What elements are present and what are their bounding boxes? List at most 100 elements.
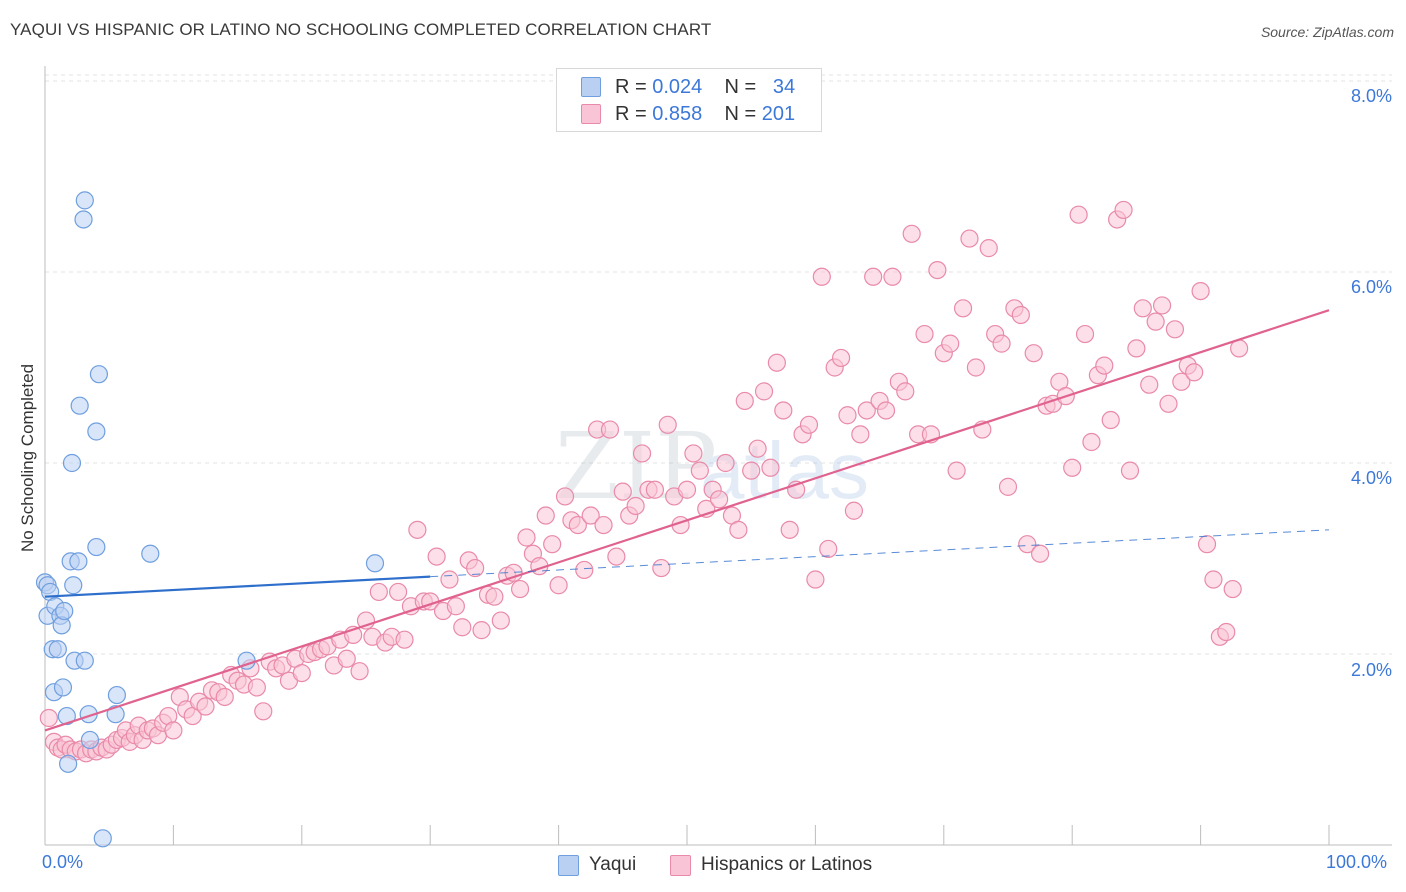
hispanic-point [735, 391, 754, 411]
yaqui-point [70, 396, 89, 415]
hispanic-point [491, 611, 510, 630]
chart-source: Source: ZipAtlas.com [1260, 24, 1394, 40]
hispanic-point [767, 353, 786, 372]
y-tick-label: 6.0% [1350, 277, 1392, 297]
hispanic-point [581, 506, 600, 525]
yaqui-point [75, 191, 94, 210]
hispanic-point [690, 461, 709, 480]
hispanic-legend-swatch [670, 854, 691, 876]
hispanic-point [998, 477, 1018, 496]
yaqui-point [57, 706, 76, 726]
hispanic-point [806, 570, 825, 589]
yaqui-point [48, 640, 67, 659]
yaqui-point [107, 685, 127, 705]
yaqui-point [75, 651, 94, 670]
hispanic-point [947, 461, 966, 480]
hispanic-point [851, 425, 870, 444]
hispanic-point [864, 267, 883, 286]
hispanic-point [857, 401, 876, 420]
n-value: 201 [761, 102, 796, 125]
hispanic-point [453, 618, 472, 637]
yaqui-point [74, 210, 93, 229]
hispanic-point [883, 267, 902, 286]
hispanic-point [1101, 410, 1120, 430]
r-value: 0.024 [652, 75, 703, 98]
hispanic-point [799, 415, 819, 434]
yaqui-point [87, 422, 106, 441]
y-tick-label: 2.0% [1350, 660, 1392, 680]
hispanic-point [1127, 339, 1146, 358]
hispanic-point [408, 520, 427, 539]
yaqui-point [55, 601, 74, 621]
hispanic-point [966, 358, 986, 377]
hispanic-point [543, 535, 562, 554]
hispanic-point [196, 697, 215, 716]
hispanic-point [876, 401, 896, 420]
hispanic-point [39, 708, 58, 728]
hispanic-point [729, 520, 748, 539]
hispanic-point [754, 382, 774, 401]
yaqui-point [62, 453, 82, 473]
hispanic-point [1011, 305, 1030, 325]
hispanic-point [395, 630, 414, 649]
hispanic-point [1095, 356, 1114, 375]
hispanic-point [600, 420, 620, 439]
hispanic-point [658, 415, 677, 434]
stats-legend: R = 0.024 N = 34 R = 0.858 N = 201 [556, 68, 822, 132]
chart-title: YAQUI VS HISPANIC OR LATINO NO SCHOOLING… [10, 20, 712, 39]
hispanic-point [549, 576, 568, 595]
hispanic-point [613, 482, 632, 501]
hispanic-point [684, 444, 703, 463]
hispanic-point [831, 348, 851, 368]
hispanic-point [555, 487, 575, 506]
hispanic-point [389, 582, 408, 602]
hispanic-swatch [581, 104, 601, 124]
hispanic-point [915, 324, 934, 344]
hispanic-point [716, 453, 735, 473]
hispanic-point [896, 382, 915, 401]
yaqui-point [64, 576, 83, 595]
yaqui-point [89, 365, 109, 384]
hispanic-point [440, 570, 459, 589]
hispanic-point [1165, 320, 1185, 339]
hispanic-point [1140, 375, 1159, 394]
hispanic-point [485, 587, 504, 606]
hispanic-point [164, 721, 183, 740]
hispanic-point [1018, 535, 1037, 554]
hispanic-point [568, 515, 587, 535]
x-tick-label-min: 0.0% [42, 852, 84, 872]
hispanic-point [928, 260, 947, 280]
hispanic-point [607, 547, 626, 566]
hispanic-point [1185, 363, 1204, 382]
hispanic-point [953, 299, 973, 318]
yaqui-point [106, 705, 125, 724]
hispanic-point [1197, 535, 1217, 554]
legend-item-yaqui[interactable]: Yaqui [558, 850, 636, 880]
hispanic-point [1114, 200, 1133, 220]
hispanic-point [369, 582, 388, 602]
hispanic-point [941, 334, 960, 353]
hispanic-point [742, 461, 761, 480]
hispanic-point [446, 597, 465, 616]
yaqui-point [365, 554, 385, 573]
hispanic-point [1172, 372, 1191, 391]
hispanic-point [1063, 458, 1082, 477]
yaqui-point [93, 829, 112, 848]
r-label: R = [615, 102, 647, 125]
yaqui-point [141, 544, 160, 563]
hispanic-point [594, 515, 613, 535]
legend-item-hispanic[interactable]: Hispanics or Latinos [670, 850, 872, 880]
hispanic-point [215, 687, 234, 707]
hispanic-point [1082, 432, 1101, 452]
hispanic-point [1159, 394, 1178, 413]
hispanic-point [761, 458, 780, 477]
hispanic-point [1152, 296, 1172, 315]
r-label: R = [615, 75, 647, 98]
n-value: 34 [772, 75, 796, 98]
yaqui-point [53, 678, 73, 697]
legend-label-yaqui: Yaqui [589, 854, 637, 875]
hispanic-point [677, 480, 697, 499]
hispanic-point [838, 406, 857, 425]
hispanic-point [536, 506, 555, 525]
yaqui-trend-extension [430, 529, 1330, 578]
